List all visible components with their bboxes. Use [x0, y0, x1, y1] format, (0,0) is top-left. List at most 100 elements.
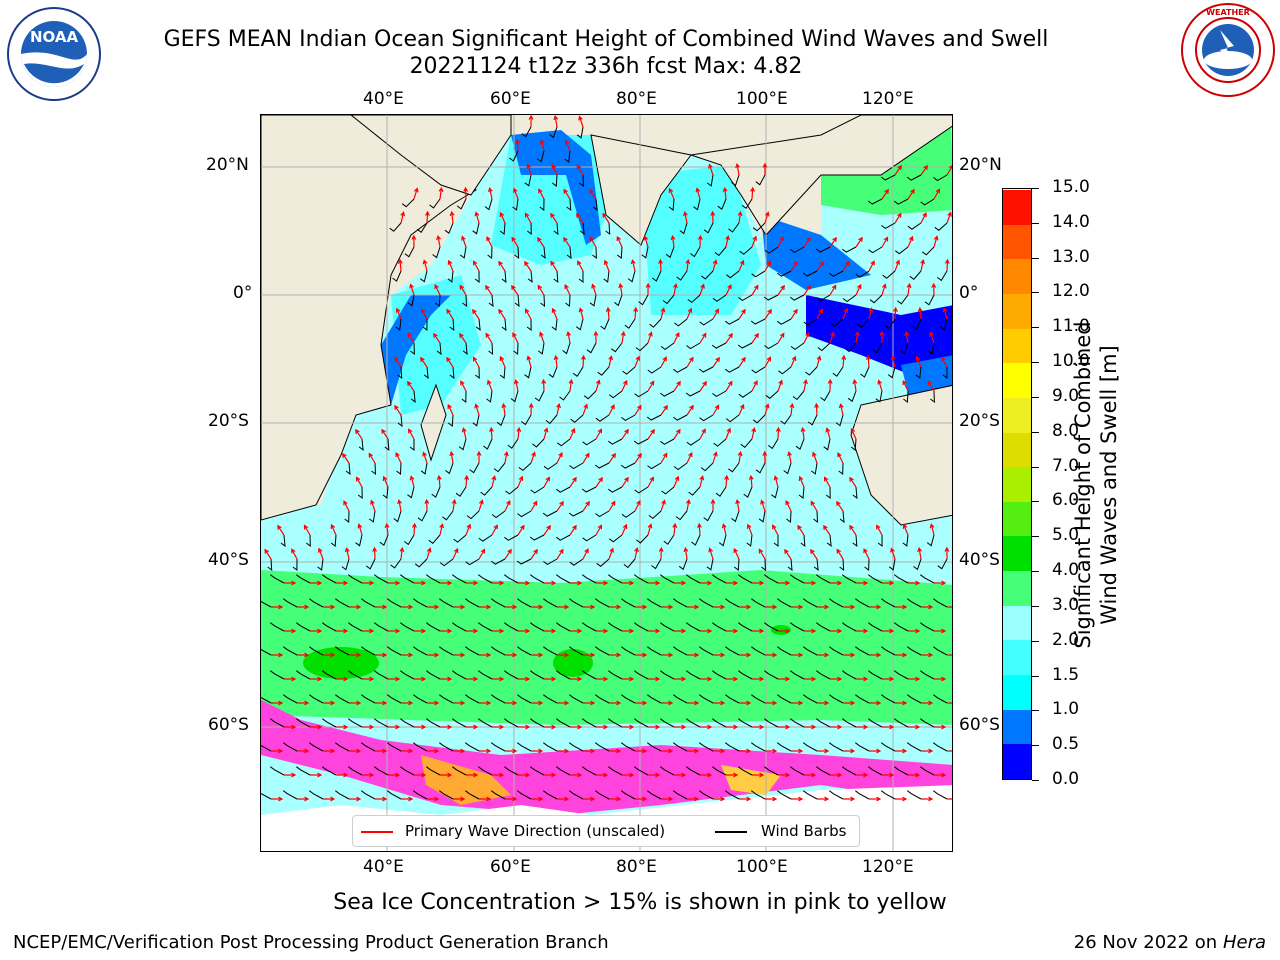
colorbar-tick: [1032, 605, 1039, 607]
wind-barb: [623, 558, 636, 569]
wave-direction-arrow: [881, 188, 889, 200]
wind-barb: [725, 366, 740, 373]
wind-barb: [789, 294, 805, 301]
colorbar-tick: [1032, 188, 1039, 189]
wave-direction-arrow: [343, 500, 350, 512]
wave-direction-arrow: [557, 652, 570, 658]
wind-barb: [335, 790, 350, 800]
wind-barb: [894, 670, 909, 680]
wind-barb: [449, 318, 455, 332]
wind-barb: [496, 414, 506, 427]
wave-direction-arrow: [941, 356, 948, 368]
wind-barb: [420, 462, 428, 475]
wind-barb: [452, 766, 467, 776]
wave-direction-arrow: [465, 523, 472, 536]
wave-direction-arrow: [556, 548, 564, 560]
wave-direction-arrow: [342, 452, 350, 464]
wind-barb: [365, 558, 376, 570]
legend-swatch-wave: [361, 831, 393, 833]
wave-direction-arrow: [748, 474, 754, 488]
wave-direction-arrow: [578, 115, 584, 128]
wind-barb: [647, 646, 662, 656]
wind-barb: [803, 742, 818, 752]
wave-direction-arrow: [526, 355, 532, 368]
wind-barb: [691, 534, 701, 546]
wind-barb: [432, 246, 441, 259]
wind-barb: [566, 246, 572, 260]
wave-direction-arrow: [440, 628, 453, 634]
wave-direction-arrow: [609, 748, 622, 754]
wind-barb: [894, 198, 909, 205]
colorbar-label-line1: Significant Height of Combined: [1071, 321, 1095, 649]
wave-direction-arrow: [401, 604, 414, 610]
wind-barb: [504, 766, 519, 776]
wind-barb: [565, 294, 571, 307]
wind-barb: [855, 646, 870, 656]
wave-direction-arrow: [726, 724, 739, 730]
svg-text:WEATHER: WEATHER: [1206, 8, 1250, 17]
wave-zone-0p0: [806, 295, 952, 375]
wind-barb: [382, 486, 389, 499]
wave-direction-arrow: [593, 330, 599, 344]
wave-direction-arrow: [944, 546, 950, 560]
wave-direction-arrow: [830, 676, 843, 682]
wave-direction-arrow: [414, 628, 427, 634]
wind-barb: [439, 558, 454, 567]
wave-direction-arrow: [449, 210, 455, 224]
wave-direction-arrow: [413, 187, 419, 200]
wind-barb: [465, 742, 480, 752]
wind-barb: [764, 670, 779, 680]
wind-barb: [621, 742, 636, 752]
wind-barb: [322, 718, 337, 728]
wind-barb: [751, 790, 766, 800]
wave-height-map: [261, 115, 952, 851]
wind-barb: [663, 534, 675, 545]
wind-barb: [478, 718, 493, 728]
wave-direction-arrow: [570, 580, 583, 586]
wave-direction-arrow: [947, 798, 952, 800]
wave-direction-arrow: [531, 652, 544, 658]
wind-barb: [714, 246, 727, 257]
wave-direction-arrow: [879, 330, 885, 344]
wave-direction-arrow: [829, 236, 837, 248]
wave-direction-arrow: [817, 748, 830, 754]
wind-barb: [486, 390, 493, 403]
wave-direction-arrow: [397, 498, 402, 512]
wind-barb: [335, 694, 350, 704]
wind-barb: [578, 271, 584, 283]
wind-barb: [292, 558, 298, 571]
wind-barb: [426, 718, 441, 728]
wave-direction-arrow: [395, 307, 402, 320]
wave-direction-arrow: [596, 628, 609, 634]
wave-direction-arrow: [803, 236, 811, 248]
wind-barb: [614, 294, 623, 307]
wave-direction-arrow: [725, 380, 733, 392]
wave-direction-arrow: [568, 378, 574, 392]
chart-title: GEFS MEAN Indian Ocean Significant Heigh…: [163, 27, 1049, 52]
wind-barb: [844, 342, 857, 353]
wind-barb: [397, 366, 403, 380]
colorbar-segment: [1003, 328, 1031, 364]
wave-direction-arrow: [409, 283, 415, 296]
wave-direction-arrow: [647, 331, 653, 344]
wind-barb: [344, 510, 350, 523]
colorbar-tick: [1032, 780, 1039, 781]
wind-barb: [894, 622, 909, 632]
wave-direction-arrow: [591, 283, 597, 296]
wave-direction-arrow: [375, 748, 388, 754]
colorbar-tick: [1032, 501, 1039, 503]
wind-barb: [507, 438, 519, 449]
wave-direction-arrow: [934, 580, 947, 586]
wind-barb: [491, 790, 506, 800]
wave-direction-arrow: [843, 652, 856, 658]
wind-barb: [448, 414, 454, 427]
wind-barb: [514, 246, 520, 260]
wind-barb: [499, 222, 506, 235]
wave-direction-arrow: [726, 580, 739, 586]
wave-direction-arrow: [856, 580, 869, 586]
wind-barb: [830, 318, 844, 327]
wave-direction-arrow: [271, 700, 284, 706]
wave-direction-arrow: [933, 235, 939, 248]
wave-direction-arrow: [882, 724, 895, 730]
wave-direction-arrow: [647, 428, 655, 440]
